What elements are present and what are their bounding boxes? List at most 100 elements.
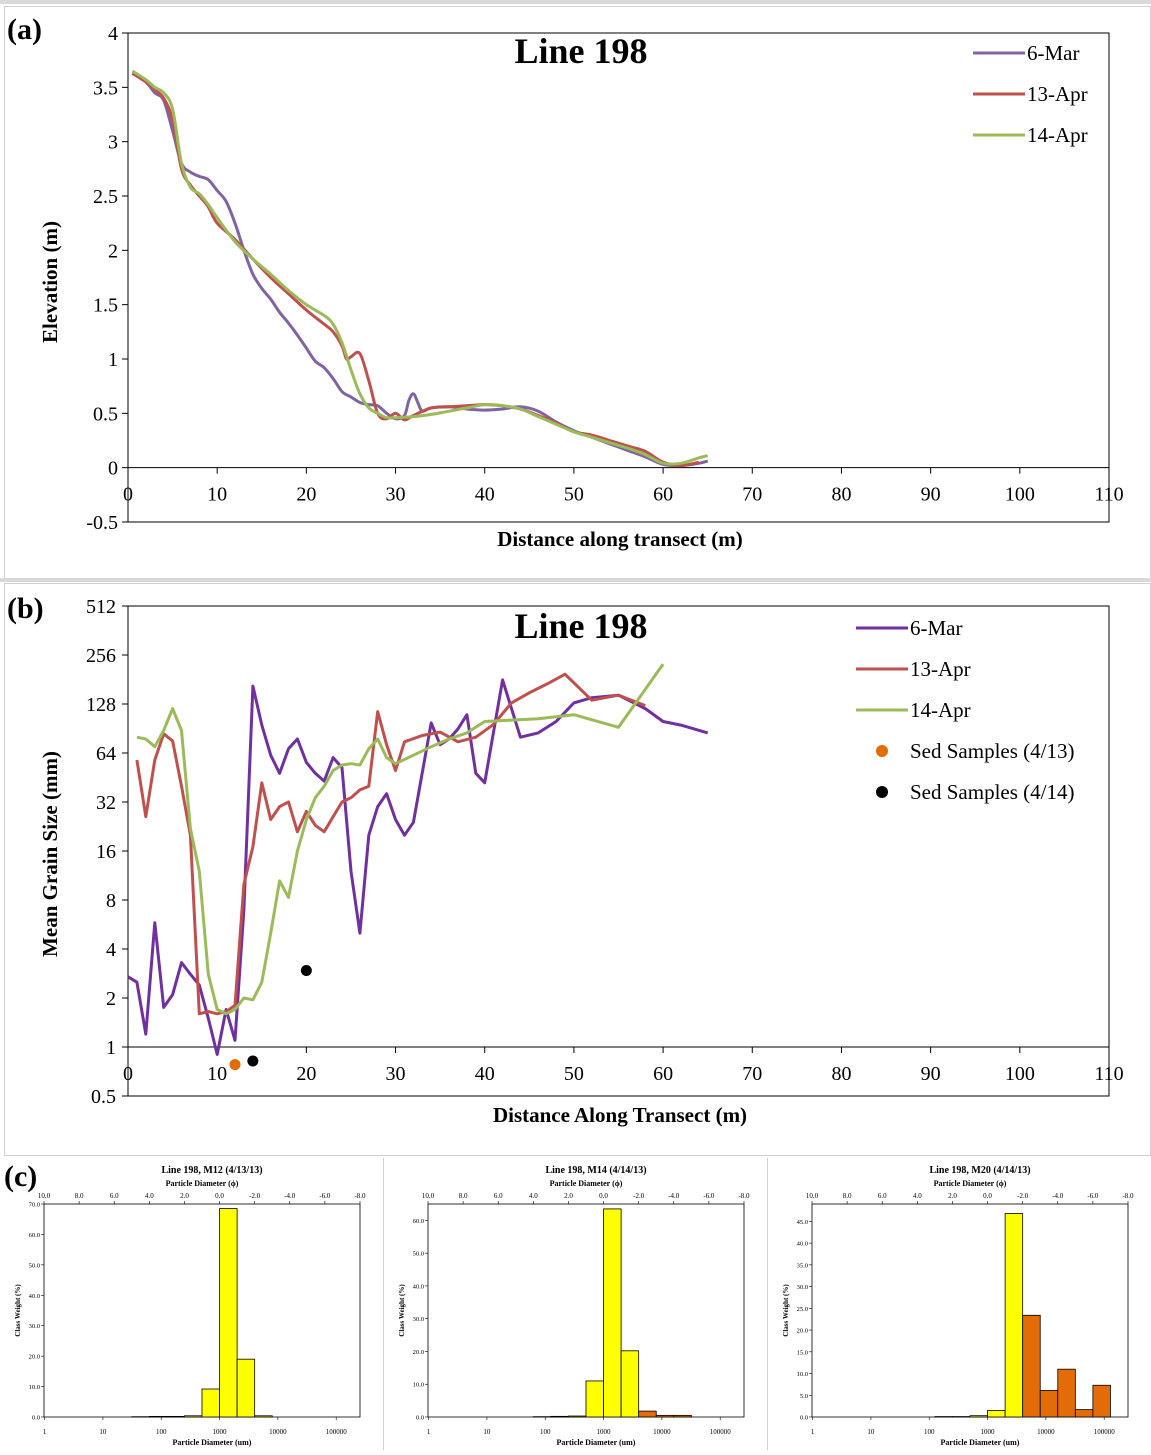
x-tick-label: 10 — [207, 484, 227, 506]
top-tick-label: 6.0 — [110, 1192, 119, 1200]
top-tick-label: 0.0 — [215, 1192, 224, 1200]
x-tick-label: 110 — [1094, 484, 1123, 506]
y-tick-label: 10.0 — [29, 1384, 40, 1391]
histogram-bar — [202, 1389, 220, 1417]
sed-sample-point — [247, 1056, 258, 1067]
y-tick-label: 20.0 — [797, 1328, 808, 1335]
y-tick-label: 1.5 — [93, 295, 118, 317]
y-tick-label: 40.0 — [797, 1241, 808, 1248]
top-tick-label: 10.0 — [422, 1192, 435, 1200]
x-tick-label: 40 — [475, 484, 495, 506]
y-tick-label: 2 — [106, 988, 116, 1010]
top-tick-label: 2.0 — [948, 1192, 957, 1200]
y-tick-label: 30.0 — [413, 1316, 424, 1323]
x-axis-label: Particle Diameter (um) — [173, 1438, 252, 1447]
y-tick-label: 45.0 — [797, 1219, 808, 1226]
bottom-tick-label: 1000 — [213, 1428, 228, 1436]
histogram-m20-svg: Line 198, M20 (4/14/13) Particle Diameter… — [768, 1158, 1151, 1450]
y-tick-label: 70.0 — [29, 1202, 40, 1209]
y-tick-label: 32 — [96, 792, 116, 814]
sed-sample-point — [301, 965, 312, 976]
histogram-title: Line 198, M20 (4/14/13) — [929, 1165, 1030, 1176]
top-tick-label: 8.0 — [459, 1192, 468, 1200]
x-tick-label: 60 — [653, 1063, 673, 1085]
y-tick-label: 60.0 — [413, 1218, 424, 1225]
panel-c-histograms: (c)Line 198, M12 (4/13/13)Particle Diame… — [0, 1158, 1151, 1450]
x-tick-label: 0 — [123, 1063, 133, 1085]
y-tick-label: 50.0 — [29, 1262, 40, 1269]
top-tick-label: 4.0 — [913, 1192, 922, 1200]
y-tick-label: 5.0 — [800, 1393, 808, 1400]
x-axis-label: Distance along transect (m) — [497, 527, 743, 551]
top-tick-label: 10.0 — [38, 1192, 51, 1200]
top-tick-label: 10.0 — [806, 1192, 819, 1200]
series-line — [137, 674, 645, 1014]
y-axis-label: Class Weight (%) — [782, 1284, 790, 1337]
y-tick-label: 60.0 — [29, 1232, 40, 1239]
legend-swatch — [876, 745, 888, 757]
histogram-bar — [237, 1359, 255, 1417]
bottom-tick-label: 10000 — [1037, 1428, 1055, 1436]
series-line — [137, 664, 663, 1014]
panel-label: (b) — [7, 592, 44, 625]
top-tick-label: 0.0 — [599, 1192, 608, 1200]
y-tick-label: 10.0 — [797, 1371, 808, 1378]
histogram-title: Line 198, M14 (4/14/13) — [545, 1165, 646, 1176]
top-tick-label: -6.0 — [319, 1192, 331, 1200]
bottom-tick-label: 10 — [483, 1428, 491, 1436]
x-tick-label: 50 — [564, 484, 584, 506]
bottom-tick-label: 100000 — [710, 1428, 732, 1436]
bottom-tick-label: 1 — [43, 1428, 47, 1436]
histogram-bar — [1040, 1390, 1058, 1417]
middle-separator — [0, 578, 1151, 582]
histogram-bar — [1005, 1214, 1023, 1417]
top-axis-label: Particle Diameter (ϕ) — [550, 1179, 623, 1188]
y-tick-label: 20.0 — [413, 1349, 424, 1356]
y-axis-label: Elevation (m) — [38, 221, 62, 343]
x-tick-label: 70 — [742, 1063, 762, 1085]
bottom-tick-label: 1000 — [981, 1428, 996, 1436]
top-tick-label: -4.0 — [284, 1192, 296, 1200]
histogram-bar — [656, 1415, 674, 1417]
histogram-title: Line 198, M12 (4/13/13) — [161, 1165, 262, 1176]
y-tick-label: 30.0 — [797, 1284, 808, 1291]
histogram-bar — [1093, 1385, 1111, 1417]
y-tick-label: 512 — [86, 596, 116, 618]
top-tick-label: 8.0 — [843, 1192, 852, 1200]
y-tick-label: 0.5 — [91, 1086, 116, 1108]
top-tick-label: 4.0 — [145, 1192, 154, 1200]
bottom-tick-label: 100 — [540, 1428, 551, 1436]
x-tick-label: 50 — [564, 1063, 584, 1085]
histogram-bar — [621, 1351, 639, 1417]
top-axis-label: Particle Diameter (ϕ) — [934, 1179, 1007, 1188]
x-tick-label: 40 — [475, 1063, 495, 1085]
legend-swatch — [876, 786, 888, 798]
histogram-bar — [674, 1415, 692, 1417]
bottom-tick-label: 10000 — [269, 1428, 287, 1436]
top-tick-label: -6.0 — [703, 1192, 715, 1200]
y-tick-label: 15.0 — [797, 1349, 808, 1356]
x-tick-label: 80 — [831, 484, 851, 506]
y-axis-label: Class Weight (%) — [398, 1284, 406, 1337]
y-tick-label: 8 — [106, 890, 116, 912]
top-tick-label: -8.0 — [738, 1192, 750, 1200]
x-tick-label: 60 — [653, 484, 673, 506]
y-tick-label: 20.0 — [29, 1354, 40, 1361]
x-tick-label: 0 — [123, 484, 133, 506]
sed-sample-point — [230, 1059, 241, 1070]
panel-label: (a) — [7, 13, 42, 46]
y-tick-label: 4 — [108, 23, 118, 45]
x-tick-label: 30 — [386, 484, 406, 506]
legend-label: 6-Mar — [910, 616, 962, 640]
histogram-bar — [167, 1416, 185, 1417]
bottom-tick-label: 10 — [99, 1428, 107, 1436]
histogram-bar — [551, 1416, 569, 1417]
histogram-m12-svg: (c)Line 198, M12 (4/13/13)Particle Diame… — [0, 1158, 383, 1450]
legend-label: 14-Apr — [1027, 123, 1088, 147]
bottom-tick-label: 100000 — [326, 1428, 348, 1436]
y-tick-label: 0.0 — [800, 1415, 808, 1422]
top-tick-label: 6.0 — [878, 1192, 887, 1200]
x-tick-label: 10 — [207, 1063, 227, 1085]
